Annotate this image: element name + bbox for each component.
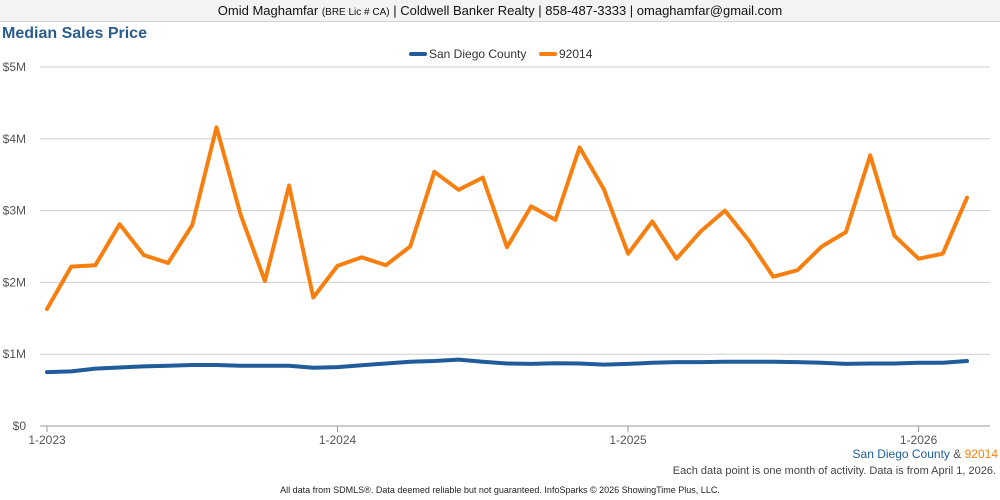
agent-name: Omid Maghamfar: [217, 3, 319, 18]
y-tick-label: $1M: [3, 347, 26, 361]
y-tick-label: $3M: [3, 204, 26, 218]
x-tick-label: 1-2024: [319, 433, 357, 447]
agent-header-bar: Omid Maghamfar (BRE Lic # CA) | Coldwell…: [0, 0, 1000, 22]
bottom-legend-amp: &: [953, 447, 962, 461]
x-tick-label: 1-2026: [900, 433, 938, 447]
chart-title: Median Sales Price: [2, 25, 147, 42]
x-tick-label: 1-2025: [609, 433, 647, 447]
legend-label-2: 92014: [559, 47, 593, 61]
agent-license: (BRE Lic # CA): [321, 7, 390, 18]
y-tick-label: $4M: [3, 132, 26, 146]
data-note: Each data point is one month of activity…: [672, 465, 996, 477]
series-line-1: [45, 357, 969, 375]
bottom-legend: San Diego County & 92014: [853, 447, 998, 461]
y-tick-label: $0: [13, 419, 27, 433]
legend-label-1: San Diego County: [429, 47, 526, 61]
bottom-legend-series1: San Diego County: [852, 447, 950, 461]
agent-contact: | Coldwell Banker Realty | 858-487-3333 …: [393, 3, 783, 18]
series-line-2: [45, 125, 969, 311]
y-tick-label: $5M: [3, 60, 26, 74]
bottom-legend-series2: 92014: [964, 447, 998, 461]
disclaimer: All data from SDMLS®. Data deemed reliab…: [280, 485, 720, 495]
y-tick-label: $2M: [3, 275, 26, 289]
x-tick-label: 1-2023: [28, 433, 66, 447]
